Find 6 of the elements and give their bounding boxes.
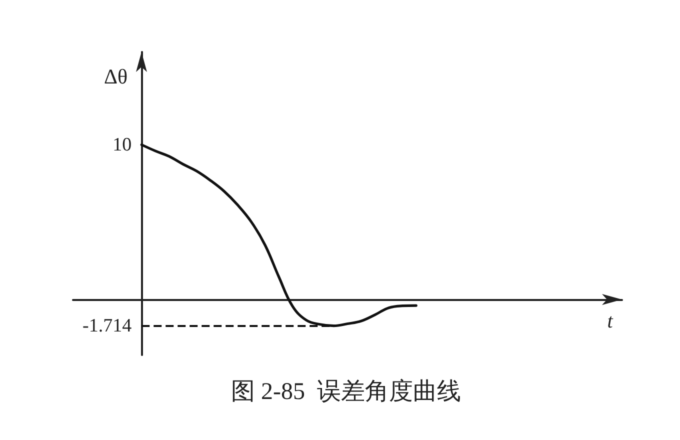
line-series (140, 143, 418, 328)
y-tick-label: 10 (112, 134, 132, 156)
text: 图 2-85 误差角度曲线 (231, 378, 461, 405)
x-axis-title: t (607, 310, 614, 332)
y-axis-title: Δθ (104, 64, 128, 88)
y-tick-label: -1.714 (82, 315, 132, 336)
